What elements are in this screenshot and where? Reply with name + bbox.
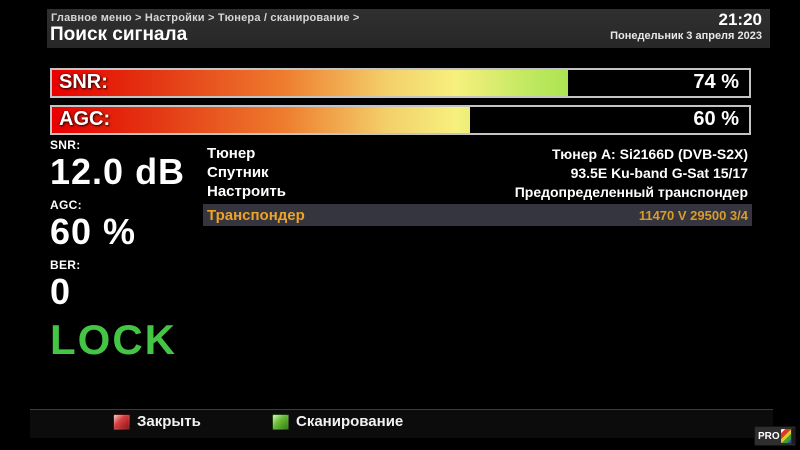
clock-date: Понедельник 3 апреля 2023	[610, 29, 762, 42]
close-button-label: Закрыть	[137, 413, 201, 430]
agc-meter: AGC: 60 %	[50, 105, 751, 135]
agc-readout-value: 60 %	[50, 211, 137, 252]
snr-readout-label: SNR:	[50, 138, 81, 152]
breadcrumb: Главное меню > Настройки > Тюнера / скан…	[51, 12, 360, 24]
page-title: Поиск сигнала	[50, 24, 188, 45]
agc-meter-cover	[470, 107, 749, 133]
info-row-label: Транспондер	[207, 206, 305, 224]
info-row-satellite[interactable]: Спутник 93.5E Ku-band G-Sat 15/17	[203, 163, 752, 182]
snr-meter: SNR: 74 %	[50, 68, 751, 98]
snr-meter-cover	[567, 70, 749, 96]
header-bar: Главное меню > Настройки > Тюнера / скан…	[47, 9, 770, 48]
ber-readout-value: 0	[50, 271, 72, 312]
close-button[interactable]: Закрыть	[113, 413, 201, 430]
brand-logo: PRO	[754, 426, 796, 446]
agc-meter-value: 60 %	[693, 108, 739, 130]
signal-readouts: SNR: 12.0 dB AGC: 60 % BER: 0 LOCK	[50, 139, 185, 361]
info-row-value: 11470 V 29500 3/4	[638, 207, 748, 223]
clock-time: 21:20	[718, 10, 762, 29]
snr-readout-value: 12.0 dB	[50, 151, 186, 192]
info-row-tuner[interactable]: Тюнер Тюнер A: Si2166D (DVB-S2X)	[203, 144, 752, 163]
red-key-icon	[113, 413, 130, 430]
footer-divider	[30, 409, 773, 410]
info-row-value: Тюнер A: Si2166D (DVB-S2X)	[551, 145, 748, 162]
brand-logo-side-strip	[792, 428, 795, 444]
clock: 21:20 Понедельник 3 апреля 2023	[610, 10, 762, 42]
footer-bar	[30, 410, 773, 438]
scan-button-label: Сканирование	[296, 413, 404, 430]
snr-meter-label: SNR:	[59, 71, 108, 93]
green-key-icon	[272, 413, 289, 430]
info-row-value: 93.5E Ku-band G-Sat 15/17	[570, 164, 748, 181]
info-row-value: Предопределенный транспондер	[514, 183, 748, 200]
info-row-tune-mode[interactable]: Настроить Предопределенный транспондер	[203, 182, 752, 201]
info-row-transponder[interactable]: Транспондер 11470 V 29500 3/4	[203, 204, 752, 226]
info-row-label: Настроить	[207, 183, 286, 200]
tuner-info-table: Тюнер Тюнер A: Si2166D (DVB-S2X) Спутник…	[203, 144, 752, 226]
brand-logo-mark-icon	[780, 429, 792, 443]
ber-readout-label: BER:	[50, 258, 81, 272]
info-row-label: Спутник	[207, 164, 269, 181]
scan-button[interactable]: Сканирование	[272, 413, 403, 430]
lock-status: LOCK	[50, 316, 177, 363]
agc-readout-label: AGC:	[50, 198, 82, 212]
snr-meter-value: 74 %	[693, 71, 739, 93]
agc-meter-label: AGC:	[59, 108, 111, 130]
brand-logo-text: PRO	[758, 430, 780, 442]
info-row-label: Тюнер	[207, 145, 256, 162]
